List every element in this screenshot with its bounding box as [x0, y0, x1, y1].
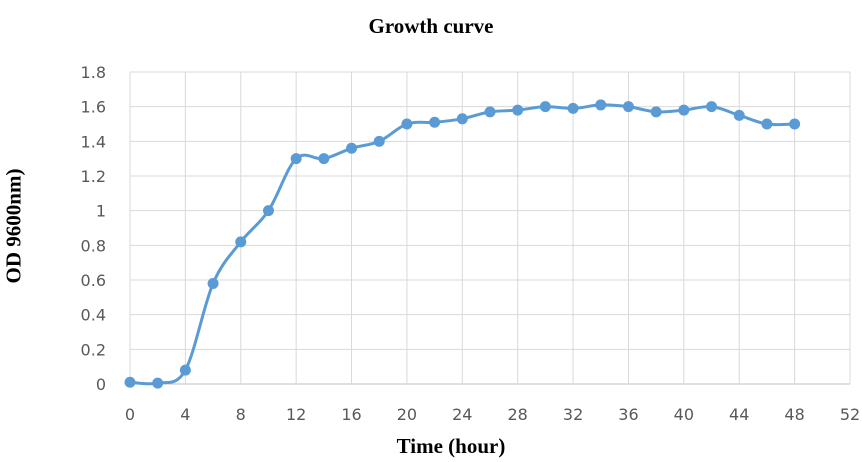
- x-tick-label: 44: [729, 405, 749, 424]
- data-point: [207, 277, 219, 289]
- x-tick-label: 40: [674, 405, 694, 424]
- y-tick-label: 0.6: [81, 271, 106, 290]
- data-point: [152, 377, 164, 389]
- data-point: [124, 376, 136, 388]
- data-point: [706, 101, 718, 113]
- data-point: [401, 118, 413, 130]
- y-tick-label: 1: [96, 202, 106, 221]
- x-tick-label: 16: [341, 405, 361, 424]
- x-tick-label: 24: [452, 405, 472, 424]
- x-tick-label: 0: [125, 405, 135, 424]
- y-tick-label: 1.2: [81, 167, 106, 186]
- data-point: [318, 153, 330, 165]
- data-point: [456, 113, 468, 125]
- data-point: [539, 101, 551, 113]
- series-group: [124, 99, 801, 389]
- x-tick-label: 52: [840, 405, 860, 424]
- y-tick-label: 0.8: [81, 236, 106, 255]
- x-tick-label: 36: [618, 405, 638, 424]
- x-tick-label: 4: [180, 405, 190, 424]
- x-tick-label: 28: [508, 405, 528, 424]
- y-tick-label: 1.6: [81, 98, 106, 117]
- x-tick-labels: 0 4 8 12 16 20 24 28 32 36 40 44 48 52: [125, 405, 860, 424]
- x-tick-label: 20: [397, 405, 417, 424]
- y-tick-label: 0.4: [81, 306, 106, 325]
- data-point: [262, 205, 274, 217]
- data-point: [678, 104, 690, 116]
- x-tick-label: 8: [236, 405, 246, 424]
- y-tick-label: 0: [96, 375, 106, 394]
- y-tick-label: 1.8: [81, 63, 106, 82]
- data-point: [595, 99, 607, 111]
- data-point: [290, 153, 302, 165]
- data-point: [235, 236, 247, 248]
- data-point: [512, 104, 524, 116]
- data-point: [789, 118, 801, 130]
- data-point: [346, 142, 358, 154]
- y-tick-label: 0.2: [81, 340, 106, 359]
- data-point: [733, 109, 745, 121]
- y-tick-labels: 0 0.2 0.4 0.6 0.8 1 1.2 1.4 1.6 1.8: [81, 63, 106, 394]
- data-point: [429, 116, 441, 128]
- data-point: [622, 101, 634, 113]
- data-point: [650, 106, 662, 118]
- grid: [129, 71, 851, 385]
- data-point: [567, 102, 579, 114]
- data-point: [373, 135, 385, 147]
- y-tick-label: 1.4: [81, 132, 106, 151]
- x-tick-label: 48: [784, 405, 804, 424]
- data-point: [179, 364, 191, 376]
- x-tick-label: 32: [563, 405, 583, 424]
- data-point: [484, 106, 496, 118]
- x-axis-label: Time (hour): [396, 434, 506, 458]
- data-point: [761, 118, 773, 130]
- x-tick-label: 12: [286, 405, 306, 424]
- chart-title: Growth curve: [368, 14, 494, 38]
